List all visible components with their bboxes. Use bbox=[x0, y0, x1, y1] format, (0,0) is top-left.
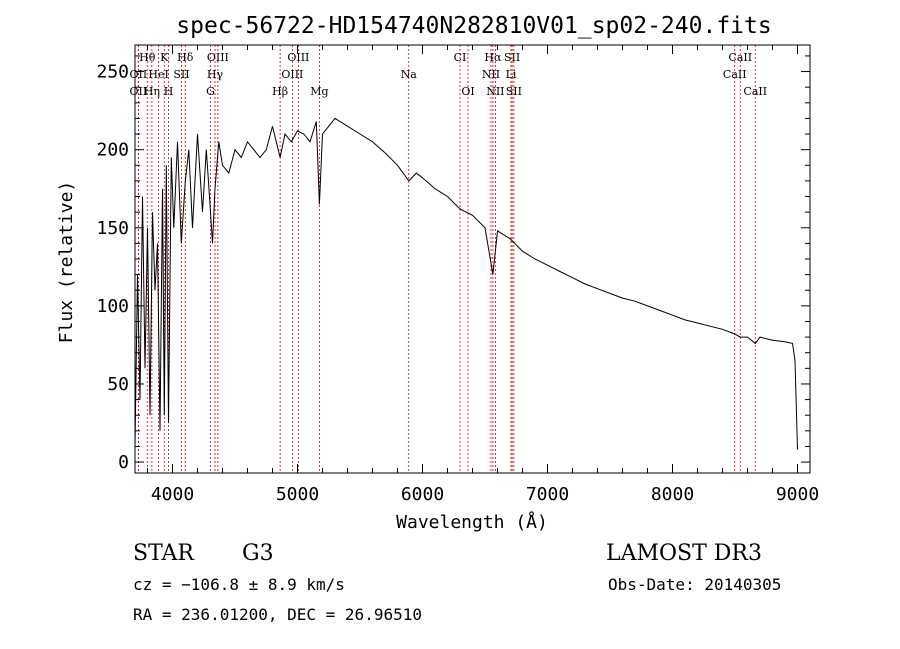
line-label: Li bbox=[506, 68, 517, 81]
line-label: CI bbox=[454, 51, 467, 64]
survey-label: LAMOST DR3 bbox=[606, 541, 762, 566]
line-label: G bbox=[206, 85, 215, 98]
y-tick-label: 100 bbox=[96, 296, 129, 317]
line-label: Mg bbox=[310, 85, 328, 98]
line-label: NII bbox=[486, 85, 504, 98]
object-subclass: G3 bbox=[242, 541, 274, 566]
y-tick-label: 150 bbox=[96, 218, 129, 239]
y-tick-label: 0 bbox=[118, 452, 129, 473]
line-label: SII bbox=[173, 68, 189, 81]
line-label: SII bbox=[506, 85, 522, 98]
line-label: K bbox=[160, 51, 169, 64]
line-label: OI bbox=[461, 85, 474, 98]
obs-date-label: Obs-Date: 20140305 bbox=[608, 575, 781, 594]
line-label: H bbox=[164, 85, 174, 98]
line-label: CaII bbox=[728, 51, 752, 64]
line-label: CaII bbox=[743, 85, 767, 98]
line-label: OIII bbox=[287, 51, 309, 64]
line-label: Hδ bbox=[177, 51, 194, 64]
x-tick-label: 6000 bbox=[401, 484, 444, 505]
spectrum-line bbox=[134, 117, 798, 450]
plot-frame bbox=[134, 44, 811, 474]
chart-title: spec-56722-HD154740N282810V01_sp02-240.f… bbox=[176, 13, 771, 39]
object-class: STAR bbox=[133, 541, 195, 566]
line-label: Na bbox=[401, 68, 418, 81]
line-label: CaII bbox=[723, 68, 747, 81]
x-tick-label: 5000 bbox=[276, 484, 319, 505]
x-tick-label: 7000 bbox=[526, 484, 569, 505]
line-label: OIII bbox=[207, 51, 229, 64]
coordinates-label: RA = 236.01200, DEC = 26.96510 bbox=[133, 605, 422, 624]
x-tick-label: 4000 bbox=[151, 484, 194, 505]
line-label: Hθ bbox=[139, 51, 156, 64]
line-label: SII bbox=[504, 51, 520, 64]
line-label: Hα bbox=[484, 51, 502, 64]
y-tick-label: 200 bbox=[96, 140, 129, 161]
y-tick-label: 50 bbox=[107, 374, 129, 395]
x-tick-label: 8000 bbox=[651, 484, 694, 505]
line-label: NII bbox=[482, 68, 500, 81]
x-tick-label: 9000 bbox=[776, 484, 819, 505]
y-axis-label: Flux (relative) bbox=[56, 181, 77, 344]
x-axis-label: Wavelength (Å) bbox=[396, 511, 548, 533]
line-label: Hγ bbox=[207, 68, 224, 81]
line-label: OIII bbox=[281, 68, 303, 81]
redshift-label: cz = −106.8 ± 8.9 km/s bbox=[133, 575, 345, 594]
line-label: HeI bbox=[148, 68, 168, 81]
line-label: Hβ bbox=[272, 85, 288, 98]
y-tick-label: 250 bbox=[96, 62, 129, 83]
line-label: OII bbox=[130, 85, 148, 98]
line-label: Hη bbox=[144, 85, 160, 98]
